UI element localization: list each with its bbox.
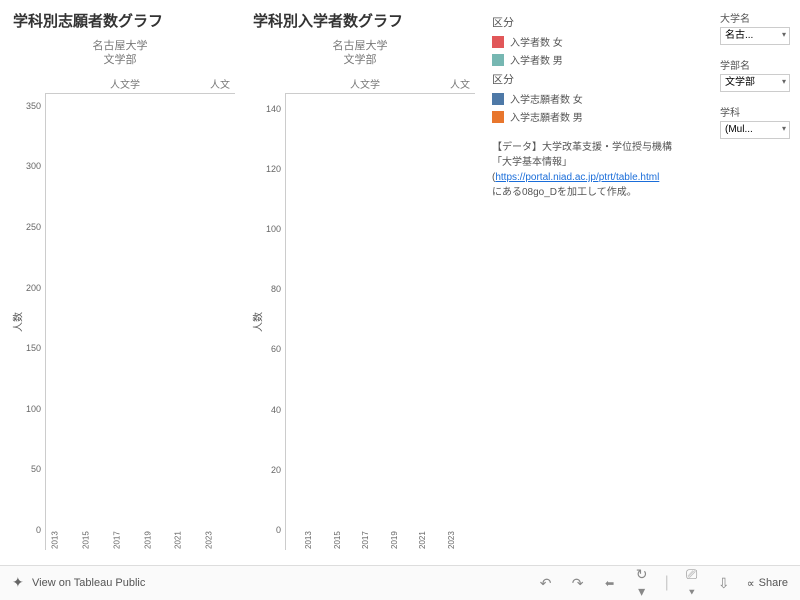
footer-toolbar: View on Tableau Public ↶ ↷ ⬅ ↻ ▾ | ⎚ ▾ ⇩… (0, 565, 800, 600)
filters-panel: 大学名名古... 学部名文学部学科 (Mul... (720, 10, 790, 151)
chart-applicants: 学科別志願者数グラフ 名古屋大学 文学部 人文学 人文 人数 050100150… (0, 0, 240, 560)
filter: 大学名名古... (720, 10, 790, 45)
filter-label: 学部名 (720, 57, 790, 72)
attribution-text: 【データ】大学改革支援・学位授与機構 「大学基本情報」 (https://por… (492, 140, 702, 200)
redo-icon[interactable]: ↷ (569, 575, 587, 592)
filter-label: 学科 (720, 104, 790, 119)
share-button[interactable]: ∝ Share (747, 577, 788, 590)
refresh-icon[interactable]: ↻ ▾ (633, 566, 651, 600)
attribution-link[interactable]: https://portal.niad.ac.jp/ptrt/table.htm… (495, 172, 659, 183)
filter-select[interactable]: (Mul... (720, 121, 790, 139)
view-on-tableau-link[interactable]: View on Tableau Public (12, 576, 523, 590)
chart1-title: 学科別志願者数グラフ (5, 10, 235, 31)
undo-icon[interactable]: ↶ (537, 575, 555, 592)
chart1-subtitle: 名古屋大学 文学部 (5, 39, 235, 68)
legend-item[interactable]: 入学志願者数 女 (492, 91, 702, 106)
filter: 学科 (Mul... (720, 104, 790, 139)
chart2-header: 人文学 人文 (285, 76, 475, 94)
tableau-logo-icon (12, 576, 26, 590)
chart2-plot[interactable]: 201320152017201920212023 (285, 94, 475, 550)
filter: 学部名文学部 (720, 57, 790, 92)
filter-select[interactable]: 文学部 (720, 74, 790, 92)
chart1-header: 人文学 人文 (45, 76, 235, 94)
legend-swatch (492, 36, 504, 48)
filter-select[interactable]: 名古... (720, 27, 790, 45)
download-icon[interactable]: ⇩ (715, 575, 733, 592)
legend-swatch (492, 93, 504, 105)
chart-enrollees: 学科別入学者数グラフ 名古屋大学 文学部 人文学 人文 人数 020406080… (240, 0, 480, 560)
chart1-plot[interactable]: 201320152017201920212023 (45, 94, 235, 550)
legend-item[interactable]: 入学者数 女 (492, 34, 702, 49)
legend-item[interactable]: 入学者数 男 (492, 52, 702, 67)
legend-item[interactable]: 入学志願者数 男 (492, 109, 702, 124)
chart2-y-axis: 人数 020406080100120140 (245, 94, 285, 550)
revert-icon[interactable]: ⬅ (601, 577, 619, 590)
share-icon: ∝ (747, 577, 755, 590)
chart2-subtitle: 名古屋大学 文学部 (245, 39, 475, 68)
legend-swatch (492, 54, 504, 66)
chart1-y-axis: 人数 050100150200250300350 (5, 94, 45, 550)
chart2-title: 学科別入学者数グラフ (245, 10, 475, 31)
filter-label: 大学名 (720, 10, 790, 25)
legend-swatch (492, 111, 504, 123)
legend2-title: 区分 (492, 71, 702, 87)
legend1-title: 区分 (492, 14, 702, 30)
presentation-icon[interactable]: ⎚ ▾ (683, 566, 701, 600)
charts-area: 学科別志願者数グラフ 名古屋大学 文学部 人文学 人文 人数 050100150… (0, 0, 480, 560)
